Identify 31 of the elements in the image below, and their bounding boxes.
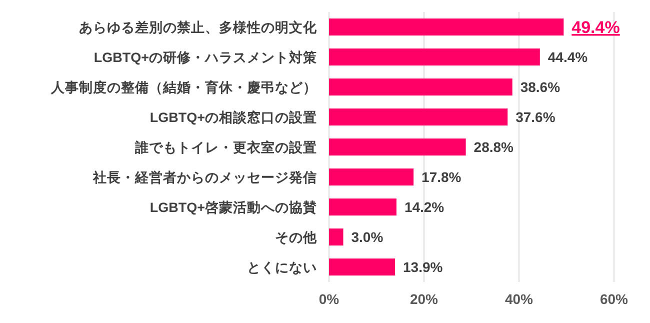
x-tick-label: 40% [504, 291, 534, 307]
bar [329, 18, 564, 36]
data-label: 3.0% [351, 229, 384, 245]
y-tick-label: LGBTQ+啓蒙活動への協賛 [150, 200, 318, 215]
data-label: 38.6% [520, 79, 561, 95]
y-tick-label: LGBTQ+の研修・ハラスメント対策 [94, 49, 317, 65]
y-tick-label: とくにない [247, 260, 317, 275]
data-label: 14.2% [404, 199, 445, 215]
y-tick-label: 人事制度の整備（結婚・育休・慶弔など） [50, 79, 317, 95]
bar [329, 138, 466, 156]
data-label: 37.6% [516, 109, 556, 125]
x-tick-label: 20% [410, 291, 439, 307]
y-tick-label: 社長・経営者からのメッセージ発信 [92, 170, 317, 185]
bar [329, 108, 508, 126]
y-tick-label: 誰でもトイレ・更衣室の設置 [134, 139, 317, 155]
bar [329, 78, 512, 96]
x-tick-label: 0% [318, 291, 340, 307]
data-label: 49.4% [572, 18, 620, 37]
y-tick-label: あらゆる差別の禁止、多様性の明文化 [79, 19, 318, 35]
bar [329, 48, 540, 66]
x-tick-label: 60% [600, 291, 629, 307]
bar [329, 258, 396, 276]
bar [329, 198, 396, 216]
data-label: 13.9% [403, 259, 444, 275]
data-label: 44.4% [548, 49, 588, 65]
bar [329, 228, 344, 246]
data-label: 17.8% [422, 169, 462, 185]
data-label: 28.8% [474, 139, 514, 155]
y-tick-label: その他 [275, 230, 318, 245]
y-tick-label: LGBTQ+の相談窓口の設置 [150, 109, 317, 125]
bar [329, 168, 414, 186]
